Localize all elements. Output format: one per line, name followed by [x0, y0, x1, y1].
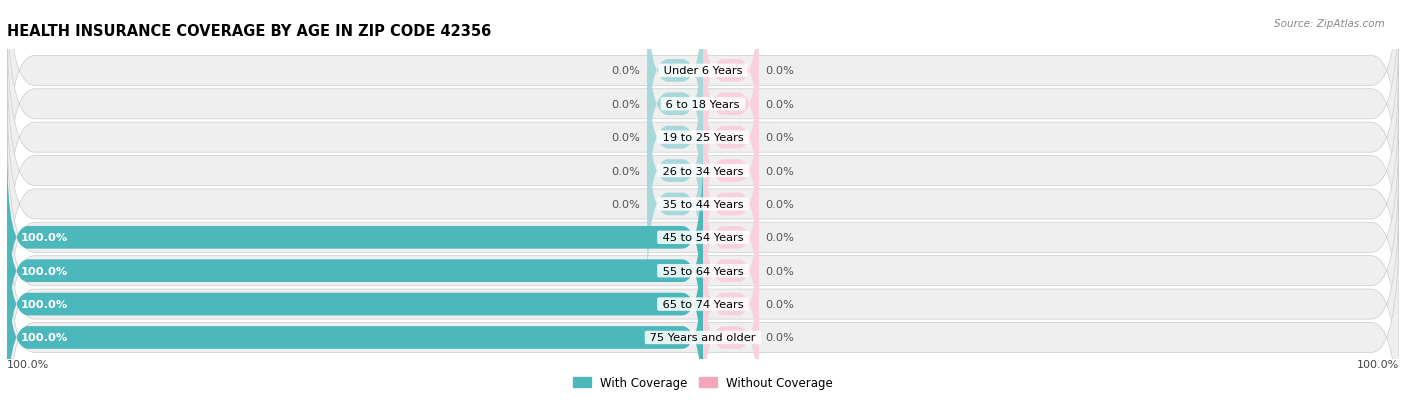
Text: 0.0%: 0.0%	[766, 133, 794, 143]
Text: 0.0%: 0.0%	[766, 166, 794, 176]
Text: 100.0%: 100.0%	[21, 333, 69, 343]
FancyBboxPatch shape	[703, 216, 759, 393]
Text: 26 to 34 Years: 26 to 34 Years	[659, 166, 747, 176]
Text: 100.0%: 100.0%	[21, 233, 69, 243]
FancyBboxPatch shape	[7, 219, 1399, 413]
Text: 100.0%: 100.0%	[7, 359, 49, 369]
FancyBboxPatch shape	[7, 249, 703, 413]
Text: 0.0%: 0.0%	[612, 166, 640, 176]
FancyBboxPatch shape	[703, 183, 759, 360]
Text: Under 6 Years: Under 6 Years	[659, 66, 747, 76]
FancyBboxPatch shape	[647, 83, 703, 260]
FancyBboxPatch shape	[7, 149, 703, 326]
FancyBboxPatch shape	[647, 116, 703, 293]
FancyBboxPatch shape	[647, 0, 703, 160]
FancyBboxPatch shape	[7, 53, 1399, 290]
FancyBboxPatch shape	[703, 149, 759, 326]
Text: 0.0%: 0.0%	[766, 233, 794, 243]
Text: 0.0%: 0.0%	[612, 66, 640, 76]
Text: 0.0%: 0.0%	[766, 199, 794, 209]
Text: 0.0%: 0.0%	[612, 133, 640, 143]
FancyBboxPatch shape	[647, 49, 703, 226]
FancyBboxPatch shape	[7, 86, 1399, 323]
Text: 100.0%: 100.0%	[21, 299, 69, 309]
Text: 0.0%: 0.0%	[612, 199, 640, 209]
Text: 0.0%: 0.0%	[766, 66, 794, 76]
Text: 0.0%: 0.0%	[766, 333, 794, 343]
FancyBboxPatch shape	[703, 49, 759, 226]
Text: 19 to 25 Years: 19 to 25 Years	[659, 133, 747, 143]
FancyBboxPatch shape	[703, 0, 759, 160]
FancyBboxPatch shape	[7, 0, 1399, 223]
FancyBboxPatch shape	[703, 16, 759, 193]
FancyBboxPatch shape	[7, 183, 703, 360]
Text: HEALTH INSURANCE COVERAGE BY AGE IN ZIP CODE 42356: HEALTH INSURANCE COVERAGE BY AGE IN ZIP …	[7, 24, 491, 39]
Text: 0.0%: 0.0%	[612, 100, 640, 109]
Text: 0.0%: 0.0%	[766, 299, 794, 309]
Legend: With Coverage, Without Coverage: With Coverage, Without Coverage	[568, 371, 838, 394]
Text: 0.0%: 0.0%	[766, 266, 794, 276]
Text: 75 Years and older: 75 Years and older	[647, 333, 759, 343]
Text: Source: ZipAtlas.com: Source: ZipAtlas.com	[1274, 19, 1385, 28]
Text: 35 to 44 Years: 35 to 44 Years	[659, 199, 747, 209]
Text: 6 to 18 Years: 6 to 18 Years	[662, 100, 744, 109]
Text: 45 to 54 Years: 45 to 54 Years	[659, 233, 747, 243]
Text: 100.0%: 100.0%	[1357, 359, 1399, 369]
FancyBboxPatch shape	[647, 16, 703, 193]
FancyBboxPatch shape	[703, 249, 759, 413]
FancyBboxPatch shape	[703, 83, 759, 260]
FancyBboxPatch shape	[7, 216, 703, 393]
FancyBboxPatch shape	[7, 153, 1399, 389]
Text: 100.0%: 100.0%	[21, 266, 69, 276]
FancyBboxPatch shape	[7, 19, 1399, 256]
Text: 0.0%: 0.0%	[766, 100, 794, 109]
FancyBboxPatch shape	[7, 186, 1399, 413]
FancyBboxPatch shape	[703, 116, 759, 293]
FancyBboxPatch shape	[7, 0, 1399, 190]
Text: 65 to 74 Years: 65 to 74 Years	[659, 299, 747, 309]
FancyBboxPatch shape	[7, 119, 1399, 356]
Text: 55 to 64 Years: 55 to 64 Years	[659, 266, 747, 276]
